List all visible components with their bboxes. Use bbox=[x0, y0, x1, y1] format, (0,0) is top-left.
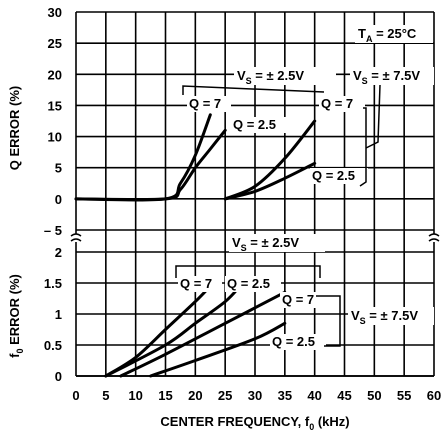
bottom-y-tick-label: 0 bbox=[55, 369, 62, 384]
x-tick-label: 20 bbox=[188, 388, 202, 403]
x-tick-label: 30 bbox=[248, 388, 262, 403]
q25-low-label-bottom: Q = 2.5 bbox=[227, 276, 270, 291]
q-error-curve bbox=[223, 161, 317, 201]
top-y-tick-label: 15 bbox=[48, 98, 62, 113]
bottom-y-tick-label: 2 bbox=[55, 245, 62, 260]
q-error-curve bbox=[74, 113, 212, 202]
x-tick-label: 50 bbox=[367, 388, 381, 403]
tick-labels: 0 5 10 15 20 25 30 35 40 45 50 55 60– 50510152025300… bbox=[44, 5, 441, 403]
label-backdrop bbox=[350, 67, 434, 85]
label-backdrop bbox=[310, 168, 368, 184]
label-backdrop bbox=[234, 67, 336, 85]
f0-error-curve bbox=[104, 284, 212, 378]
vs-high-leader-top bbox=[365, 84, 381, 149]
top-y-tick-label: 20 bbox=[48, 67, 62, 82]
x-tick-label: 60 bbox=[427, 388, 441, 403]
bottom-ylabel: f0 ERROR (%) bbox=[7, 274, 25, 358]
vs-low-bracket-top bbox=[182, 85, 325, 95]
label-backdrop bbox=[319, 96, 365, 112]
q7-low-label-top: Q = 7 bbox=[189, 96, 221, 111]
axis-break-mark bbox=[70, 238, 82, 242]
bottom-y-tick-label: 1 bbox=[55, 307, 62, 322]
f0-error-curve bbox=[149, 321, 287, 378]
top-y-tick-label: 0 bbox=[55, 192, 62, 207]
top-y-tick-label: – 5 bbox=[44, 223, 62, 238]
q25-high-label-top: Q = 2.5 bbox=[312, 168, 355, 183]
label-backdrop bbox=[348, 307, 434, 325]
top-y-tick-label: 5 bbox=[55, 161, 62, 176]
top-ylabel: Q ERROR (%) bbox=[7, 86, 22, 171]
x-tick-label: 15 bbox=[158, 388, 172, 403]
q-error-curve bbox=[74, 128, 227, 202]
f0-error-curve bbox=[119, 290, 287, 378]
top-y-tick-label: 10 bbox=[48, 130, 62, 145]
vs-high-bracket-top bbox=[359, 107, 367, 187]
label-backdrop bbox=[280, 292, 324, 308]
x-tick-label: 0 bbox=[72, 388, 79, 403]
label-backdrop bbox=[355, 25, 433, 43]
q25-low-label-top: Q = 2.5 bbox=[233, 117, 276, 132]
axis-break-gap bbox=[428, 234, 440, 242]
label-backdrop bbox=[187, 96, 231, 112]
ta-label: TA = 25°C bbox=[358, 26, 417, 44]
axis-break-mark bbox=[428, 238, 440, 242]
label-backdrop bbox=[231, 117, 289, 133]
label-backdrop bbox=[178, 276, 222, 292]
vs-high-label-bottom: VS = ± 7.5V bbox=[351, 308, 418, 326]
axis-break-mark bbox=[70, 233, 82, 237]
q7-high-label-bottom: Q = 7 bbox=[282, 292, 314, 307]
bottom-y-tick-label: 0.5 bbox=[44, 338, 62, 353]
label-backdrop bbox=[270, 334, 326, 350]
bottom-y-tick-label: 1.5 bbox=[44, 276, 62, 291]
q7-low-label-bottom: Q = 7 bbox=[180, 276, 212, 291]
x-tick-label: 25 bbox=[218, 388, 232, 403]
x-tick-label: 55 bbox=[397, 388, 411, 403]
vs-low-label-bottom: VS = ± 2.5V bbox=[232, 235, 299, 253]
q7-high-label-top: Q = 7 bbox=[321, 96, 353, 111]
leaders bbox=[175, 25, 434, 350]
x-tick-label: 45 bbox=[337, 388, 351, 403]
curves bbox=[74, 113, 317, 378]
q-error-curve bbox=[223, 119, 317, 201]
axis-break-gap bbox=[70, 234, 82, 242]
label-backdrop bbox=[229, 234, 325, 252]
q25-high-label-bottom: Q = 2.5 bbox=[272, 334, 315, 349]
axis-break-mark bbox=[428, 233, 440, 237]
x-tick-label: 5 bbox=[102, 388, 109, 403]
vs-low-bracket-bottom bbox=[175, 265, 321, 278]
vs-low-label-top: VS = ± 2.5V bbox=[237, 68, 304, 86]
top-y-tick-label: 30 bbox=[48, 5, 62, 20]
vs-high-bracket-bottom bbox=[316, 295, 341, 347]
x-tick-label: 35 bbox=[278, 388, 292, 403]
x-tick-label: 10 bbox=[128, 388, 142, 403]
xlabel: CENTER FREQUENCY, f0 (kHz) bbox=[160, 414, 349, 432]
top-y-tick-label: 25 bbox=[48, 36, 62, 51]
label-backdrop bbox=[225, 276, 281, 292]
vs-high-label-top: VS = ± 7.5V bbox=[353, 68, 420, 86]
x-tick-label: 40 bbox=[307, 388, 321, 403]
f0-error-curve bbox=[104, 284, 242, 378]
